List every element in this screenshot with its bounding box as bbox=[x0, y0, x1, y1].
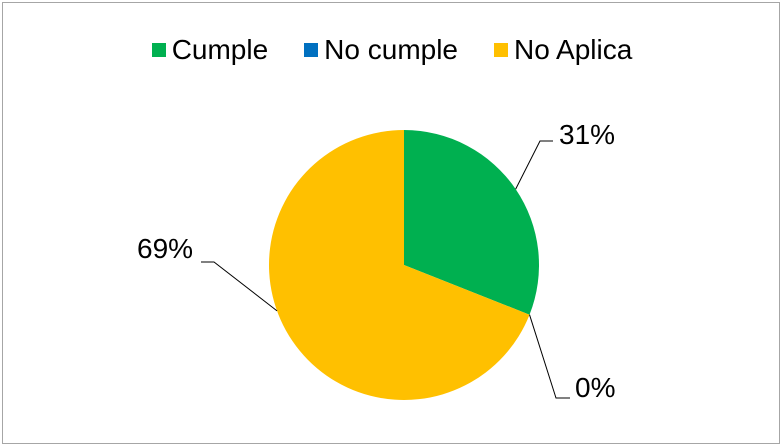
legend-label-no-cumple: No cumple bbox=[324, 34, 459, 65]
pie-slice-cumple bbox=[404, 130, 539, 315]
legend-item-no-aplica: No Aplica bbox=[494, 34, 632, 66]
legend-item-cumple: Cumple bbox=[151, 34, 269, 66]
legend-label-no-aplica: No Aplica bbox=[514, 34, 633, 65]
legend-label-cumple: Cumple bbox=[171, 34, 269, 65]
leader-line-cumple bbox=[515, 140, 553, 190]
data-label-no-aplica: 69% bbox=[137, 233, 194, 264]
data-label-no-cumple: 0% bbox=[575, 372, 616, 403]
legend-swatch-no-cumple bbox=[304, 43, 319, 57]
leader-line-no-cumple bbox=[529, 314, 570, 399]
pie-slice-no-aplica bbox=[269, 130, 530, 400]
legend-swatch-cumple bbox=[151, 43, 166, 57]
legend-swatch-no-aplica bbox=[494, 43, 509, 57]
legend-item-no-cumple: No cumple bbox=[304, 34, 458, 66]
legend: Cumple No cumple No Aplica bbox=[0, 34, 784, 66]
data-label-cumple: 31% bbox=[559, 119, 616, 150]
leader-line-no-aplica bbox=[201, 261, 278, 312]
